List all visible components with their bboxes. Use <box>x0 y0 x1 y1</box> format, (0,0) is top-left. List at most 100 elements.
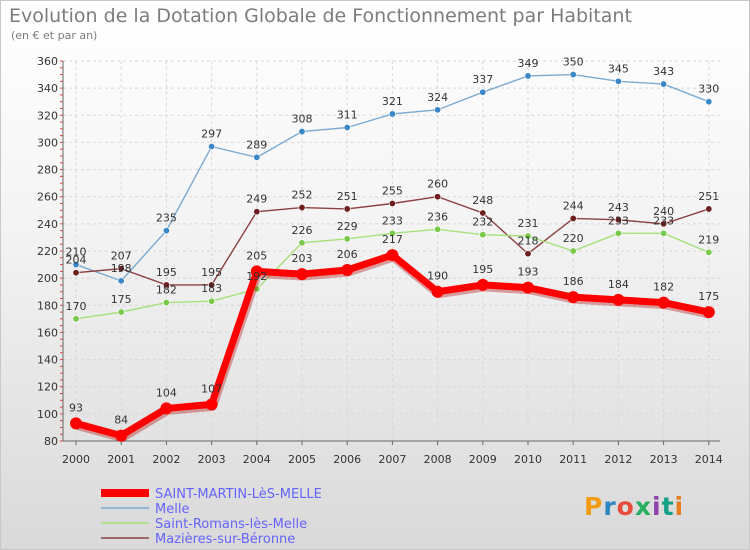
data-label-saint-martin-l-s-melle: 203 <box>292 252 313 265</box>
y-tick-label: 360 <box>37 55 58 68</box>
data-label-saint-romans-l-s-melle: 233 <box>382 214 403 227</box>
data-point-saint-martin-l-s-melle <box>70 417 82 430</box>
data-label-mazi-res-sur-b-ronne: 252 <box>292 189 313 202</box>
data-point-melle <box>162 227 170 235</box>
data-point-saint-romans-l-s-melle <box>614 229 622 237</box>
data-label-saint-romans-l-s-melle: 229 <box>337 220 358 233</box>
data-label-saint-romans-l-s-melle: 236 <box>427 210 448 223</box>
x-tick-label: 2011 <box>559 453 587 466</box>
data-point-saint-martin-l-s-melle <box>160 402 173 415</box>
data-point-mazi-res-sur-b-ronne <box>569 214 577 222</box>
data-label-saint-romans-l-s-melle: 233 <box>653 214 674 227</box>
data-label-saint-martin-l-s-melle: 175 <box>698 290 719 303</box>
data-label-mazi-res-sur-b-ronne: 218 <box>518 235 539 248</box>
data-point-mazi-res-sur-b-ronne <box>479 209 487 217</box>
data-point-saint-martin-l-s-melle <box>341 264 354 276</box>
data-label-mazi-res-sur-b-ronne: 248 <box>472 194 493 207</box>
y-tick-label: 100 <box>37 408 58 421</box>
data-point-saint-romans-l-s-melle <box>705 248 713 256</box>
x-tick-label: 2008 <box>424 453 452 466</box>
x-tick-label: 2002 <box>152 453 180 466</box>
data-point-mazi-res-sur-b-ronne <box>343 205 351 213</box>
data-label-saint-martin-l-s-melle: 195 <box>472 263 493 276</box>
data-label-melle: 297 <box>201 128 222 141</box>
y-tick-label: 200 <box>37 272 58 285</box>
data-labels: 210 198 235 297 289 308 311 321 324 337 349 350 345 3… <box>66 56 720 427</box>
data-point-saint-romans-l-s-melle <box>569 247 577 255</box>
proxiti-logo: Proxiti <box>584 492 684 521</box>
data-label-mazi-res-sur-b-ronne: 207 <box>111 250 132 263</box>
data-label-saint-romans-l-s-melle: 192 <box>246 270 267 283</box>
data-label-saint-romans-l-s-melle: 182 <box>156 284 177 297</box>
y-tick-label: 320 <box>37 109 58 122</box>
data-label-saint-romans-l-s-melle: 220 <box>563 232 584 245</box>
data-label-saint-romans-l-s-melle: 233 <box>608 214 629 227</box>
data-point-saint-martin-l-s-melle <box>476 278 489 291</box>
y-tick-label: 300 <box>37 136 58 149</box>
data-point-saint-martin-l-s-melle <box>702 306 715 319</box>
data-point-saint-martin-l-s-melle <box>431 285 444 298</box>
data-point-saint-martin-l-s-melle <box>612 293 625 306</box>
data-label-saint-martin-l-s-melle: 217 <box>382 233 403 246</box>
data-label-saint-martin-l-s-melle: 193 <box>518 266 539 279</box>
data-label-melle: 330 <box>698 83 719 96</box>
logo-letter: t <box>661 492 675 521</box>
data-point-saint-romans-l-s-melle <box>298 239 306 247</box>
data-point-melle <box>72 261 80 269</box>
x-tick-label: 2005 <box>288 453 316 466</box>
data-point-saint-martin-l-s-melle <box>657 296 670 309</box>
y-tick-label: 120 <box>37 381 58 394</box>
data-label-saint-martin-l-s-melle: 205 <box>246 249 267 262</box>
data-point-mazi-res-sur-b-ronne <box>253 208 261 216</box>
y-tick-label: 180 <box>37 299 58 312</box>
x-tick-label: 2007 <box>378 453 406 466</box>
data-label-saint-romans-l-s-melle: 175 <box>111 293 132 306</box>
data-point-mazi-res-sur-b-ronne <box>614 216 622 224</box>
data-point-mazi-res-sur-b-ronne <box>434 193 442 201</box>
data-label-saint-martin-l-s-melle: 104 <box>156 386 177 399</box>
y-tick-label: 160 <box>37 326 58 339</box>
data-label-melle: 349 <box>518 57 539 70</box>
y-tick-label: 140 <box>37 354 58 367</box>
data-label-melle: 308 <box>292 113 313 126</box>
data-point-mazi-res-sur-b-ronne <box>162 281 170 289</box>
data-point-melle <box>614 77 622 85</box>
data-label-melle: 345 <box>608 62 629 75</box>
data-label-saint-romans-l-s-melle: 183 <box>201 282 222 295</box>
chart-subtitle: (en € et par an) <box>11 29 98 42</box>
data-label-saint-martin-l-s-melle: 206 <box>337 248 358 261</box>
legend-label: SAINT-MARTIN-LèS-MELLE <box>155 487 322 502</box>
data-point-melle <box>479 88 487 96</box>
data-label-saint-romans-l-s-melle: 219 <box>698 233 719 246</box>
x-tick-label: 2004 <box>243 453 271 466</box>
data-label-melle: 235 <box>156 212 177 225</box>
data-label-saint-romans-l-s-melle: 170 <box>66 300 87 313</box>
data-point-melle <box>343 124 351 132</box>
x-tick-label: 2006 <box>333 453 361 466</box>
data-point-saint-martin-l-s-melle <box>567 291 580 304</box>
data-label-mazi-res-sur-b-ronne: 255 <box>382 185 403 198</box>
x-tick-label: 2000 <box>62 453 90 466</box>
data-label-mazi-res-sur-b-ronne: 204 <box>66 254 87 267</box>
legend-label: Mazières-sur-Béronne <box>155 532 295 547</box>
data-point-mazi-res-sur-b-ronne <box>524 250 532 258</box>
data-point-melle <box>208 143 216 151</box>
data-label-melle: 343 <box>653 65 674 78</box>
x-tick-label: 2001 <box>107 453 135 466</box>
data-label-saint-martin-l-s-melle: 93 <box>69 401 83 414</box>
data-point-saint-martin-l-s-melle <box>115 429 128 442</box>
data-label-mazi-res-sur-b-ronne: 249 <box>246 193 267 206</box>
data-label-saint-romans-l-s-melle: 232 <box>472 216 493 229</box>
y-tick-label: 340 <box>37 82 58 95</box>
data-label-mazi-res-sur-b-ronne: 251 <box>337 190 358 203</box>
data-label-saint-martin-l-s-melle: 190 <box>427 270 448 283</box>
data-point-melle <box>660 80 668 88</box>
data-point-melle <box>388 110 396 118</box>
y-tick-label: 240 <box>37 218 58 231</box>
data-point-saint-romans-l-s-melle <box>208 297 216 305</box>
data-point-mazi-res-sur-b-ronne <box>660 220 668 228</box>
y-tick-label: 260 <box>37 191 58 204</box>
data-label-saint-martin-l-s-melle: 107 <box>201 382 222 395</box>
data-point-melle <box>434 106 442 114</box>
